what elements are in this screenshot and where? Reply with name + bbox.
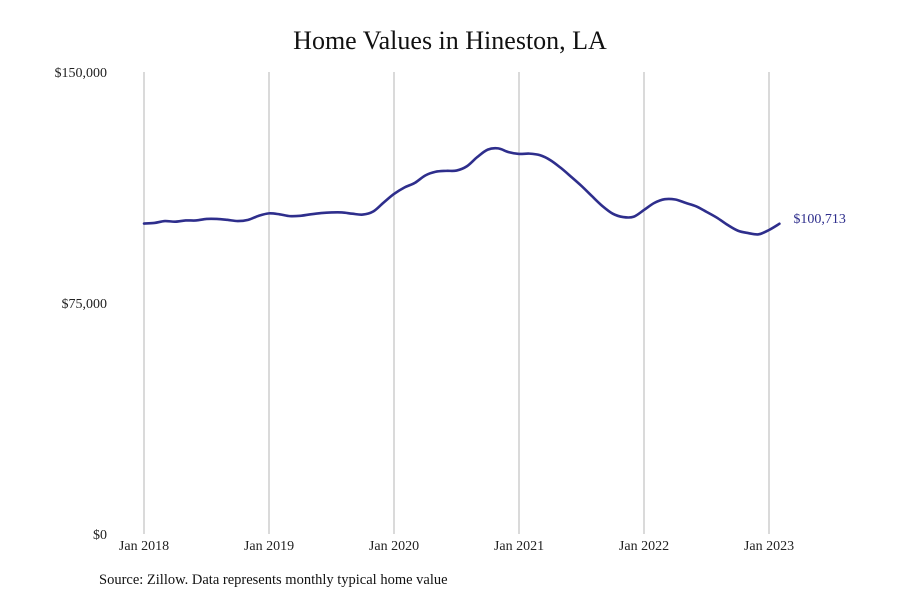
x-tick-label: Jan 2019 (244, 539, 294, 554)
chart-title: Home Values in Hineston, LA (293, 26, 607, 55)
x-tick-label: Jan 2023 (744, 539, 794, 554)
x-tick-label: Jan 2018 (119, 539, 169, 554)
x-tick-label: Jan 2020 (369, 539, 419, 554)
y-tick-label: $75,000 (62, 297, 108, 312)
y-tick-label: $150,000 (55, 66, 108, 81)
x-tick-label: Jan 2022 (619, 539, 669, 554)
grid-lines (143, 72, 770, 534)
end-value-label: $100,713 (793, 212, 846, 227)
x-axis-ticks: Jan 2018 Jan 2019 Jan 2020 Jan 2021 Jan 2022… (119, 539, 794, 554)
x-tick-label: Jan 2021 (494, 539, 544, 554)
series-line (142, 146, 781, 236)
source-note: Source: Zillow. Data represents monthly … (99, 572, 448, 588)
series-layer: $100,713 (142, 146, 846, 236)
y-tick-label: $0 (93, 528, 107, 543)
y-axis-ticks: $0 $75,000 $150,000 (55, 66, 108, 543)
